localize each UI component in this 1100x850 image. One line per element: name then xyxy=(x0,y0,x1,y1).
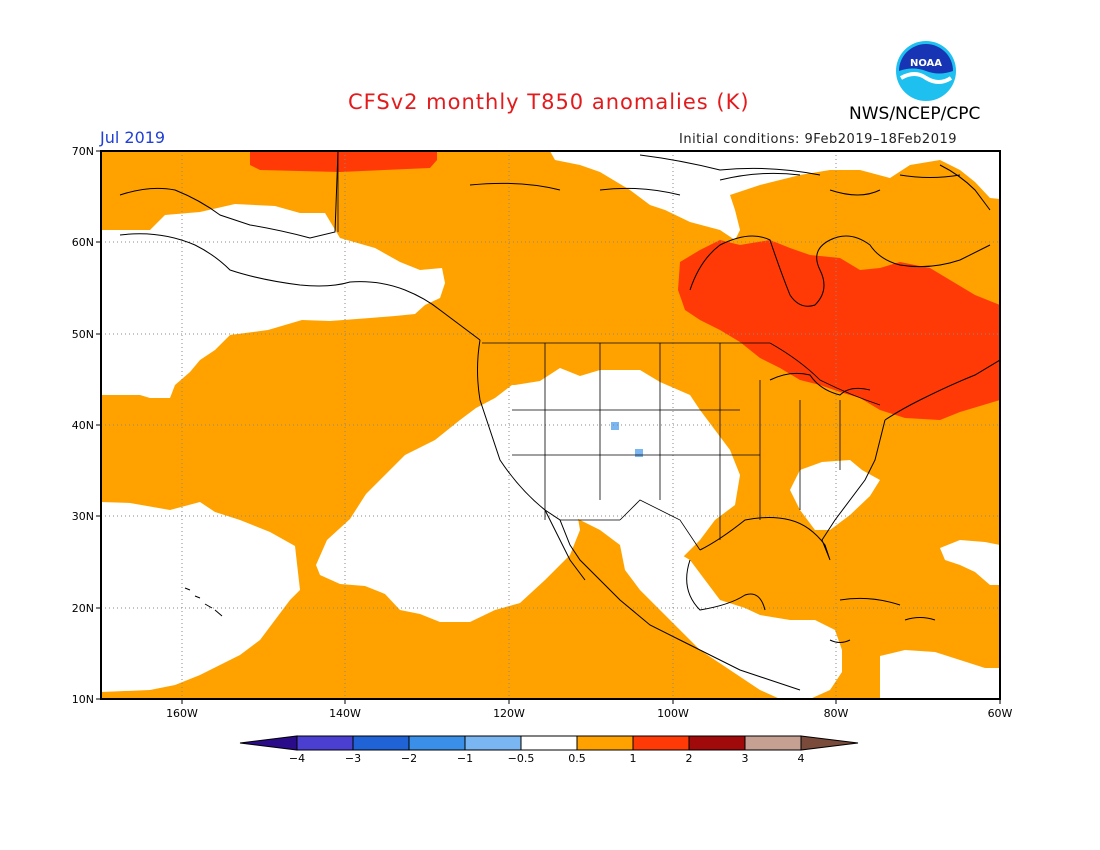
political-borders xyxy=(337,151,881,551)
colorbar-label: 2 xyxy=(686,752,693,765)
grid-lines xyxy=(101,151,1000,699)
lon-label-100w: 100W xyxy=(657,707,689,720)
colorbar-swatch xyxy=(632,735,690,751)
forecast-month-label: Jul 2019 xyxy=(100,128,166,147)
anomaly-cell-negative xyxy=(611,422,619,430)
colorbar-label: 0.5 xyxy=(568,752,586,765)
initial-conditions-label: Initial conditions: 9Feb2019–18Feb2019 xyxy=(679,132,958,147)
lon-label-140w: 140W xyxy=(329,707,361,720)
colorbar-swatch xyxy=(408,735,466,751)
agency-label: NWS/NCEP/CPC xyxy=(849,104,981,124)
lon-label-120w: 120W xyxy=(493,707,525,720)
lon-label-160w: 160W xyxy=(166,707,198,720)
coastlines xyxy=(119,151,1000,691)
near-normal-regions xyxy=(101,151,1000,699)
lat-label-10n: 10N xyxy=(72,693,94,706)
latitude-axis: 70N 60N 50N 40N 30N 20N 10N xyxy=(72,145,101,706)
noaa-logo-icon: NOAA xyxy=(896,41,956,101)
colorbar-label: −3 xyxy=(345,752,361,765)
svg-text:NOAA: NOAA xyxy=(910,58,942,69)
colorbar-swatch xyxy=(688,735,746,751)
colorbar-label: 4 xyxy=(798,752,805,765)
colorbar-swatch xyxy=(464,735,522,751)
colorbar-max-arrow xyxy=(800,735,859,751)
colorbar-swatch xyxy=(296,735,354,751)
colorbar-label: 3 xyxy=(742,752,749,765)
lat-label-30n: 30N xyxy=(72,510,94,523)
colorbar-swatch xyxy=(744,735,802,751)
lat-label-50n: 50N xyxy=(72,328,94,341)
colorbar-label: 1 xyxy=(630,752,637,765)
lon-label-60w: 60W xyxy=(988,707,1013,720)
colorbar-swatch xyxy=(520,735,578,751)
lat-label-20n: 20N xyxy=(72,602,94,615)
colorbar-swatch xyxy=(576,735,634,751)
map-title: CFSv2 monthly T850 anomalies (K) xyxy=(348,90,750,114)
lat-label-40n: 40N xyxy=(72,419,94,432)
lat-label-60n: 60N xyxy=(72,236,94,249)
lat-label-70n: 70N xyxy=(72,145,94,158)
anomaly-cell-negative xyxy=(635,449,643,457)
colorbar-min-arrow xyxy=(239,735,298,751)
longitude-axis: 160W 140W 120W 100W 80W 60W xyxy=(166,699,1013,720)
colorbar-label: −2 xyxy=(401,752,417,765)
anomaly-field-1-2 xyxy=(250,151,1000,420)
colorbar-label: −1 xyxy=(457,752,473,765)
colorbar-label: −0.5 xyxy=(508,752,535,765)
colorbar-label: −4 xyxy=(289,752,305,765)
colorbar-swatch xyxy=(352,735,410,751)
lon-label-80w: 80W xyxy=(824,707,849,720)
